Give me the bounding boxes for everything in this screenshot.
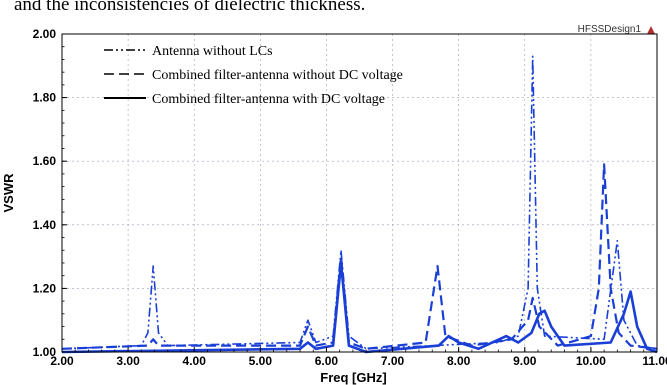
x-tick-label: 2.00	[50, 354, 74, 368]
caption-text: and the inconsistencies of dielectric th…	[14, 0, 366, 15]
design-name: HFSSDesign1	[577, 24, 641, 35]
x-tick-label: 10.00	[576, 354, 606, 368]
x-tick-label: 7.00	[381, 354, 405, 368]
y-tick-label: 2.00	[33, 27, 57, 41]
series-layer	[61, 55, 658, 354]
legend-label: Combined filter-antenna with DC voltage	[152, 92, 385, 107]
y-tick-label: 1.80	[33, 91, 57, 105]
y-tick-label: 1.00	[33, 345, 57, 359]
legend: Antenna without LCs Combined filter-anten…	[104, 44, 403, 107]
design-tag: HFSSDesign1	[578, 24, 655, 35]
x-tick-label: 5.00	[249, 354, 273, 368]
x-tick-label: 9.00	[513, 354, 537, 368]
x-tick-label: 8.00	[447, 354, 471, 368]
x-tick-label: 4.00	[183, 354, 207, 368]
y-tick-label: 1.40	[33, 218, 57, 232]
x-tick-label: 3.00	[116, 354, 140, 368]
plot-frame	[61, 33, 658, 353]
y-tick-label: 1.60	[33, 154, 57, 168]
legend-label: Antenna without LCs	[152, 44, 273, 59]
y-tick-label: 1.20	[33, 281, 57, 295]
ticks-layer: 2.00 3.00 4.00 5.00 6.00 7.00 8.00 9.00 10.00 11.…	[33, 27, 667, 368]
series-line-2	[61, 163, 658, 350]
x-tick-label: 6.00	[315, 354, 339, 368]
hfss-logo-icon	[647, 25, 655, 34]
y-axis-title: VSWR	[1, 173, 16, 213]
series-line-1	[61, 55, 658, 350]
grid-layer	[62, 34, 657, 352]
legend-label: Combined filter-antenna without DC volta…	[152, 68, 403, 83]
x-axis-title: Freq [GHz]	[320, 370, 386, 385]
series-line-3	[61, 261, 658, 354]
x-tick-label: 11.00	[642, 354, 667, 368]
